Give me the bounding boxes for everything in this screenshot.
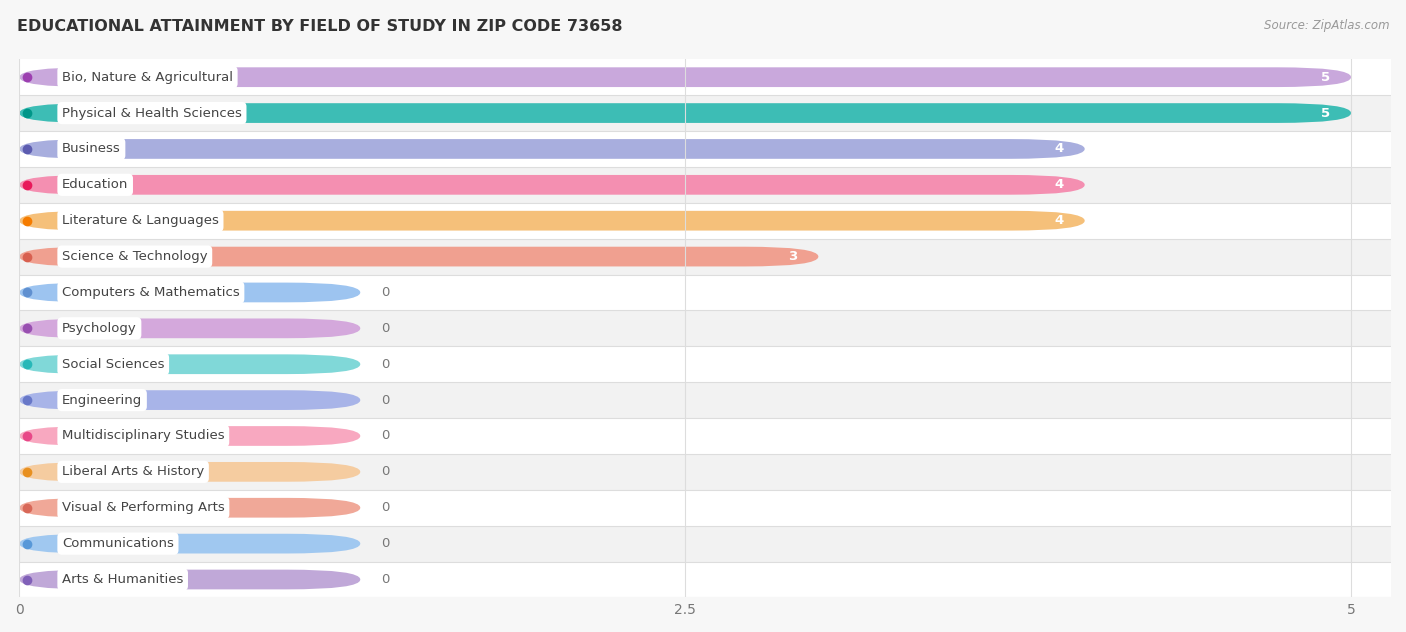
FancyBboxPatch shape bbox=[20, 211, 1084, 231]
FancyBboxPatch shape bbox=[20, 319, 360, 338]
FancyBboxPatch shape bbox=[20, 418, 1391, 454]
Text: 0: 0 bbox=[381, 573, 389, 586]
FancyBboxPatch shape bbox=[20, 239, 1391, 274]
FancyBboxPatch shape bbox=[20, 534, 360, 554]
Text: 5: 5 bbox=[1320, 107, 1330, 119]
FancyBboxPatch shape bbox=[20, 310, 1391, 346]
Text: Computers & Mathematics: Computers & Mathematics bbox=[62, 286, 240, 299]
Text: Communications: Communications bbox=[62, 537, 174, 550]
FancyBboxPatch shape bbox=[20, 68, 1351, 87]
Text: Source: ZipAtlas.com: Source: ZipAtlas.com bbox=[1264, 19, 1389, 32]
FancyBboxPatch shape bbox=[20, 246, 818, 267]
Text: Physical & Health Sciences: Physical & Health Sciences bbox=[62, 107, 242, 119]
Text: 5: 5 bbox=[1320, 71, 1330, 83]
Text: Multidisciplinary Studies: Multidisciplinary Studies bbox=[62, 430, 225, 442]
Text: EDUCATIONAL ATTAINMENT BY FIELD OF STUDY IN ZIP CODE 73658: EDUCATIONAL ATTAINMENT BY FIELD OF STUDY… bbox=[17, 19, 623, 34]
FancyBboxPatch shape bbox=[20, 562, 1391, 597]
Text: 3: 3 bbox=[787, 250, 797, 263]
Text: 0: 0 bbox=[381, 394, 389, 406]
FancyBboxPatch shape bbox=[20, 139, 1084, 159]
Text: Science & Technology: Science & Technology bbox=[62, 250, 208, 263]
Text: Visual & Performing Arts: Visual & Performing Arts bbox=[62, 501, 225, 514]
Text: Education: Education bbox=[62, 178, 128, 191]
Text: Literature & Languages: Literature & Languages bbox=[62, 214, 219, 227]
Text: 0: 0 bbox=[381, 322, 389, 335]
FancyBboxPatch shape bbox=[20, 498, 360, 518]
FancyBboxPatch shape bbox=[20, 131, 1391, 167]
Text: Business: Business bbox=[62, 142, 121, 155]
FancyBboxPatch shape bbox=[20, 103, 1351, 123]
Text: Engineering: Engineering bbox=[62, 394, 142, 406]
Text: 0: 0 bbox=[381, 465, 389, 478]
FancyBboxPatch shape bbox=[20, 462, 360, 482]
Text: 4: 4 bbox=[1054, 214, 1063, 227]
Text: 0: 0 bbox=[381, 430, 389, 442]
FancyBboxPatch shape bbox=[20, 426, 360, 446]
FancyBboxPatch shape bbox=[20, 95, 1391, 131]
FancyBboxPatch shape bbox=[20, 355, 360, 374]
Text: Arts & Humanities: Arts & Humanities bbox=[62, 573, 183, 586]
Text: Psychology: Psychology bbox=[62, 322, 136, 335]
Text: 0: 0 bbox=[381, 286, 389, 299]
Text: 0: 0 bbox=[381, 358, 389, 371]
FancyBboxPatch shape bbox=[20, 203, 1391, 239]
FancyBboxPatch shape bbox=[20, 390, 360, 410]
FancyBboxPatch shape bbox=[20, 175, 1084, 195]
FancyBboxPatch shape bbox=[20, 526, 1391, 562]
Text: 0: 0 bbox=[381, 501, 389, 514]
Text: 0: 0 bbox=[381, 537, 389, 550]
FancyBboxPatch shape bbox=[20, 569, 360, 590]
FancyBboxPatch shape bbox=[20, 346, 1391, 382]
Text: Social Sciences: Social Sciences bbox=[62, 358, 165, 371]
FancyBboxPatch shape bbox=[20, 59, 1391, 95]
Text: Liberal Arts & History: Liberal Arts & History bbox=[62, 465, 204, 478]
FancyBboxPatch shape bbox=[20, 454, 1391, 490]
FancyBboxPatch shape bbox=[20, 490, 1391, 526]
Text: 4: 4 bbox=[1054, 142, 1063, 155]
FancyBboxPatch shape bbox=[20, 382, 1391, 418]
FancyBboxPatch shape bbox=[20, 167, 1391, 203]
Text: 4: 4 bbox=[1054, 178, 1063, 191]
Text: Bio, Nature & Agricultural: Bio, Nature & Agricultural bbox=[62, 71, 233, 83]
FancyBboxPatch shape bbox=[20, 283, 360, 302]
FancyBboxPatch shape bbox=[20, 274, 1391, 310]
